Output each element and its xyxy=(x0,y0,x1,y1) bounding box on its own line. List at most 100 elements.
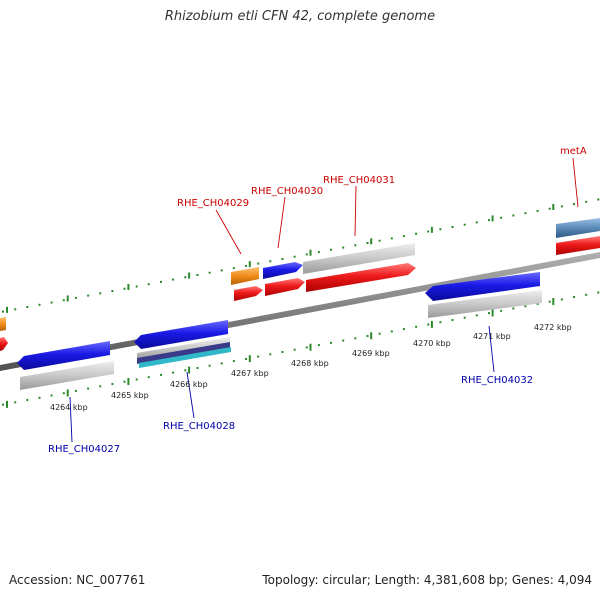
upper-guide-dot xyxy=(415,232,418,235)
gene-cds-blue-rhe-ch04030[interactable] xyxy=(263,262,303,279)
upper-guide-dot xyxy=(99,292,102,295)
upper-guide-dot xyxy=(597,198,600,201)
lower-guide-dot xyxy=(366,335,369,337)
lower-guide-dot xyxy=(548,300,551,303)
upper-guide-dot xyxy=(439,228,442,231)
gene-cds-cyan-rhe-ch04028[interactable] xyxy=(139,347,231,368)
lower-guide-dot xyxy=(245,357,247,360)
gene-label-rhe-ch04029[interactable]: RHE_CH04029 xyxy=(177,198,249,209)
lower-guide-dot xyxy=(123,380,126,383)
kbp-label-4272: 4272 kbp xyxy=(534,323,572,332)
upper-guide-dot xyxy=(402,235,405,238)
upper-guide-dot xyxy=(74,296,77,299)
lower-guide-dot xyxy=(512,307,515,310)
upper-guide-dot xyxy=(378,239,381,242)
lower-guide-dot xyxy=(74,389,77,392)
gene-name-labels: RHE_CH04027 RHE_CH04028 RHE_CH04032 RHE_… xyxy=(48,146,587,455)
lower-guide-dot xyxy=(147,376,150,379)
lower-guide-dot xyxy=(439,321,442,324)
lower-guide-dot xyxy=(160,373,162,376)
upper-guide-dot xyxy=(135,285,138,288)
upper-guide-dot xyxy=(293,255,296,258)
gene-cds-red-rhe-ch04029[interactable] xyxy=(234,286,263,301)
upper-guide-dot xyxy=(220,269,223,272)
lower-guide-dot xyxy=(500,309,503,312)
gene-label-meta[interactable]: metA xyxy=(560,146,587,157)
upper-guide-dot xyxy=(305,253,308,256)
forward-strand-genes xyxy=(0,218,600,351)
upper-guide-dot xyxy=(245,264,247,267)
gene-label-rhe-ch04028[interactable]: RHE_CH04028 xyxy=(163,421,235,432)
lower-guide-dot xyxy=(585,293,588,296)
upper-guide-dot xyxy=(548,207,551,210)
upper-guide-dot xyxy=(208,271,211,274)
gene-cds-orange-edge[interactable] xyxy=(0,317,6,331)
upper-guide-dot xyxy=(390,237,393,240)
kbp-label-4267: 4267 kbp xyxy=(231,369,269,378)
lower-guide-dot xyxy=(451,319,454,321)
gene-cds-red-rhe-ch04031[interactable] xyxy=(306,263,416,292)
lower-guide-dot xyxy=(475,314,478,317)
gene-cds-steel-meta[interactable] xyxy=(556,218,600,238)
upper-guide-dot xyxy=(38,303,41,306)
upper-guide-dot xyxy=(536,209,539,212)
upper-guide-dot xyxy=(342,246,345,249)
gene-cds-gray-rhe-ch04030[interactable] xyxy=(303,243,415,274)
lower-guide-dot xyxy=(257,355,260,358)
kbp-scale-labels: 4264 kbp 4265 kbp 4266 kbp 4267 kbp 4268… xyxy=(50,323,572,412)
upper-guide-dot xyxy=(573,203,575,206)
lower-guide-dot xyxy=(232,360,235,363)
kbp-label-4270: 4270 kbp xyxy=(413,339,451,348)
lower-guide-dot xyxy=(220,362,223,365)
upper-guide-dot xyxy=(560,205,563,208)
lower-guide-dot xyxy=(111,383,114,385)
gene-cds-red-meta[interactable] xyxy=(556,236,600,255)
upper-guide-dot xyxy=(111,290,114,292)
gene-label-rhe-ch04027[interactable]: RHE_CH04027 xyxy=(48,444,120,455)
lower-guide-dot xyxy=(378,332,381,335)
lower-guide-dot xyxy=(330,341,332,344)
upper-guide-dot xyxy=(172,278,175,281)
lower-guide-dot xyxy=(135,378,138,381)
lower-guide-dot xyxy=(427,323,430,326)
kbp-label-4271: 4271 kbp xyxy=(473,332,511,341)
gene-cds-blue-rhe-ch04028[interactable] xyxy=(134,320,228,349)
lower-guide-dot xyxy=(50,394,53,397)
gene-label-rhe-ch04031[interactable]: RHE_CH04031 xyxy=(323,175,395,186)
gene-cds-red-edge[interactable] xyxy=(0,337,8,351)
lower-guide-dot xyxy=(208,364,211,367)
upper-guide-dot xyxy=(427,230,430,233)
lower-guide-dot xyxy=(342,339,345,342)
gene-cds-navy-rhe-ch04028[interactable] xyxy=(137,342,230,364)
gene-label-rhe-ch04030[interactable]: RHE_CH04030 xyxy=(251,186,323,197)
upper-guide-dot xyxy=(366,242,369,244)
gene-cds-gray-rhe-ch04027[interactable] xyxy=(20,361,114,390)
kbp-label-4268: 4268 kbp xyxy=(291,359,329,368)
lower-guide-dot xyxy=(87,387,90,390)
upper-guide-dot xyxy=(317,251,320,254)
gene-cds-red-rhe-ch04030[interactable] xyxy=(265,278,305,296)
gene-cds-blue-rhe-ch04027[interactable] xyxy=(17,341,110,370)
gene-cds-orange-rhe-ch04029[interactable] xyxy=(231,267,259,285)
upper-guide-dot xyxy=(50,301,53,304)
reverse-strand-genes xyxy=(17,272,542,390)
upper-guide-dot xyxy=(14,308,17,311)
upper-guide-dot xyxy=(26,306,29,308)
lower-guide-dot xyxy=(184,369,187,372)
lower-guide-dot xyxy=(196,367,199,369)
lower-guide-dot xyxy=(354,337,357,340)
gene-cds-blue-rhe-ch04032[interactable] xyxy=(425,272,540,301)
lower-guide-dot xyxy=(281,351,284,353)
upper-guide-dot xyxy=(585,200,588,203)
upper-guide-dot xyxy=(330,248,332,251)
lower-guide-dot xyxy=(317,344,320,347)
gene-cds-gray-rhe-ch04032[interactable] xyxy=(428,290,542,318)
gene-label-rhe-ch04032[interactable]: RHE_CH04032 xyxy=(461,375,533,386)
lower-guide-dot xyxy=(560,298,563,301)
kbp-ticks xyxy=(6,203,555,408)
upper-guide-dot xyxy=(62,299,65,302)
upper-guide-dot xyxy=(463,223,466,226)
upper-guide-dot xyxy=(281,258,284,260)
lower-guide-dot xyxy=(463,316,466,319)
lower-guide-dot xyxy=(38,396,41,399)
